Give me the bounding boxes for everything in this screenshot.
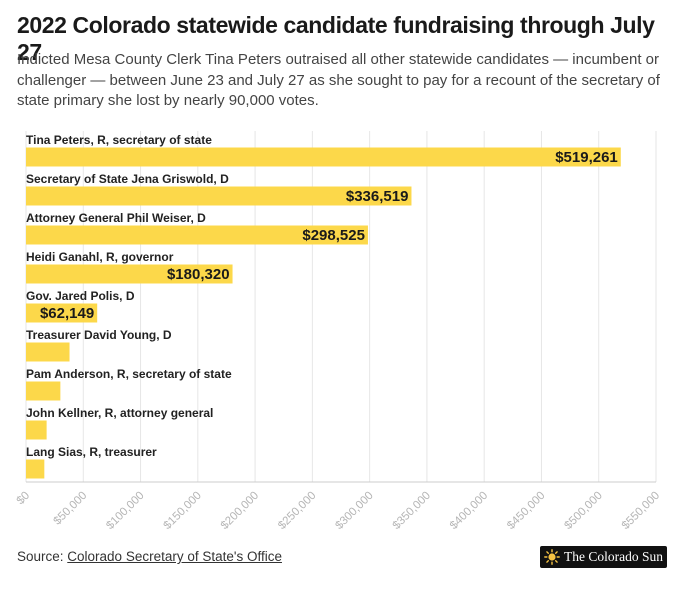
category-label: Gov. Jared Polis, D: [26, 289, 135, 303]
category-label: Treasurer David Young, D: [26, 328, 172, 342]
chart-subtitle: Indicted Mesa County Clerk Tina Peters o…: [17, 51, 660, 109]
x-tick-label: $400,000: [448, 490, 490, 532]
bar-chart: Tina Peters, R, secretary of state $519,2…: [15, 131, 662, 532]
x-tick-label: $350,000: [391, 490, 433, 532]
category-label: Lang Sias, R, treasurer: [26, 445, 157, 459]
x-tick-label: $0: [15, 490, 33, 508]
category-label: Secretary of State Jena Griswold, D: [26, 172, 229, 186]
bar: [26, 381, 61, 401]
category-label: Pam Anderson, R, secretary of state: [26, 367, 232, 381]
bar: [26, 303, 98, 323]
x-tick-label: $100,000: [104, 490, 146, 532]
data-label: $336,519: [346, 188, 409, 205]
data-label: $519,261: [555, 149, 618, 166]
x-tick-label: $550,000: [620, 490, 662, 532]
chart-title: 2022 Colorado statewide candidate fundra…: [17, 12, 655, 65]
bar: [26, 264, 233, 284]
x-tick-label: $500,000: [562, 490, 604, 532]
sun-icon: [544, 549, 560, 565]
category-label: Heidi Ganahl, R, governor: [26, 250, 174, 264]
source-prefix: Source:: [17, 549, 68, 564]
colorado-sun-logo[interactable]: The Colorado Sun: [540, 546, 667, 568]
bar: [26, 225, 368, 245]
category-label: Attorney General Phil Weiser, D: [26, 211, 206, 225]
bar: [26, 186, 412, 206]
x-tick-label: $450,000: [505, 490, 547, 532]
data-label: $62,149: [40, 305, 94, 322]
data-label: $180,320: [167, 266, 230, 283]
logo-text: The Colorado Sun: [564, 549, 663, 564]
bar: [26, 420, 47, 440]
x-tick-label: $150,000: [162, 490, 204, 532]
category-label: John Kellner, R, attorney general: [26, 406, 213, 420]
source-line: Source: Colorado Secretary of State's Of…: [17, 549, 282, 564]
bar: [26, 342, 70, 362]
data-label: $298,525: [302, 227, 365, 244]
x-tick-label: $250,000: [276, 490, 318, 532]
bar: [26, 147, 621, 167]
x-tick-label: $50,000: [52, 490, 90, 528]
source-link[interactable]: Colorado Secretary of State's Office: [67, 549, 282, 564]
bar: [26, 459, 45, 479]
category-label: Tina Peters, R, secretary of state: [26, 133, 212, 147]
x-tick-label: $300,000: [333, 490, 375, 532]
x-tick-label: $200,000: [219, 490, 261, 532]
